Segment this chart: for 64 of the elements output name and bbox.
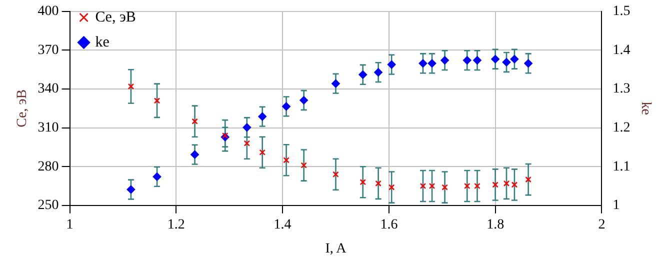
point — [525, 176, 532, 183]
x-tick-label: 1.8 — [486, 217, 504, 232]
point — [242, 123, 252, 132]
point — [192, 118, 198, 124]
y2-tick-label: 1 — [612, 198, 620, 214]
y2-axis-title: ke — [638, 102, 653, 116]
point — [128, 83, 134, 90]
point — [374, 68, 382, 76]
point — [524, 59, 532, 68]
y-tick-label: 370 — [38, 42, 59, 58]
point — [375, 180, 382, 187]
point — [332, 79, 340, 88]
x-tick-label: 1.4 — [274, 217, 292, 232]
point — [442, 184, 448, 190]
y2-tick-label: 1.3 — [612, 82, 630, 97]
point — [259, 149, 266, 156]
legend-label: Ce, эВ — [95, 9, 136, 26]
point — [428, 182, 436, 190]
point — [502, 58, 511, 66]
point — [258, 112, 266, 121]
point — [358, 70, 368, 79]
point — [387, 60, 396, 69]
point — [154, 98, 160, 104]
point — [190, 150, 199, 159]
y2-tick-label: 1.4 — [612, 42, 630, 58]
x-tick-label: 1 — [66, 217, 74, 232]
point — [152, 172, 162, 181]
y-tick-label: 250 — [38, 198, 59, 214]
y2-tick-label: 1.5 — [612, 4, 630, 20]
point — [473, 56, 482, 64]
y-tick-label: 280 — [38, 159, 59, 174]
x-axis-title: I, A — [325, 241, 348, 256]
point — [282, 102, 290, 111]
point — [503, 180, 510, 187]
x-tick-label: 1.2 — [167, 217, 185, 232]
point — [440, 56, 449, 64]
point — [492, 182, 498, 188]
y2-tick-label: 1.2 — [612, 120, 630, 136]
legend-label: ke — [95, 34, 110, 50]
point — [428, 59, 436, 68]
y-tick-label: 340 — [38, 82, 59, 97]
point — [300, 96, 308, 104]
y-axis-title: Ce, эВ — [15, 89, 30, 128]
point — [511, 182, 518, 188]
point — [244, 140, 250, 146]
point — [300, 162, 307, 168]
point — [126, 185, 136, 194]
point — [418, 59, 428, 68]
point — [222, 132, 228, 139]
point — [474, 182, 480, 190]
point — [464, 182, 470, 190]
point — [491, 54, 500, 64]
y2-tick-label: 1.1 — [612, 159, 630, 174]
point — [332, 171, 339, 178]
point — [360, 178, 366, 186]
x-tick-label: 1.6 — [380, 217, 398, 232]
point — [420, 182, 426, 190]
y-tick-label: 310 — [38, 120, 59, 136]
point — [462, 56, 472, 64]
point — [388, 184, 395, 190]
x-tick-label: 2 — [598, 217, 606, 232]
point — [510, 54, 519, 64]
point — [283, 157, 290, 164]
y-tick-label: 400 — [38, 4, 59, 20]
